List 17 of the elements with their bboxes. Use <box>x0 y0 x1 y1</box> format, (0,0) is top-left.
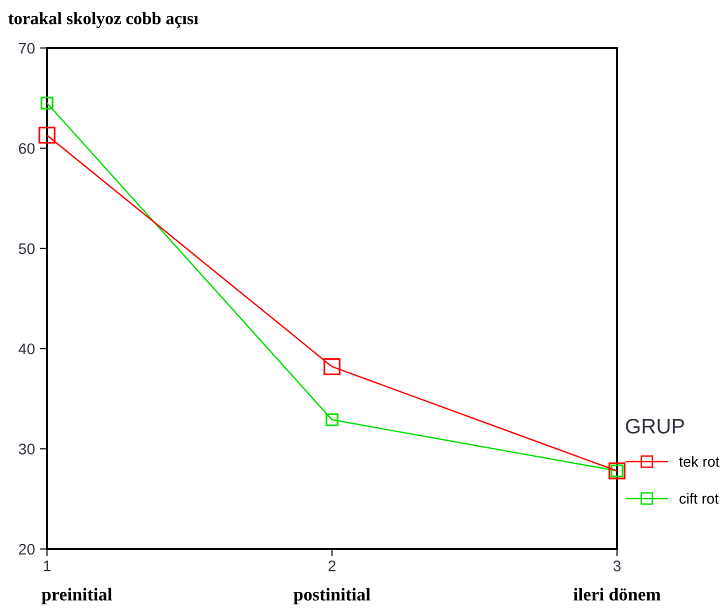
y-tick-label: 40 <box>18 343 35 354</box>
point <box>324 358 340 376</box>
x-tick-label: 2 postinitial <box>294 560 370 604</box>
x-tick-label: 1 preinitial <box>42 560 112 604</box>
point <box>40 96 54 110</box>
legend-title: GRUP <box>626 418 684 434</box>
legend-label: cift rot <box>680 493 719 504</box>
y-axis-title: torakal skolyoz cobb açısı <box>8 12 198 28</box>
point <box>326 413 338 426</box>
y-tick-label: 60 <box>18 143 35 154</box>
legend-label: tek rot <box>679 456 720 467</box>
point <box>38 126 56 144</box>
y-tick-label: 50 <box>18 243 35 254</box>
y-tick-label: 70 <box>18 42 35 54</box>
y-tick-label: 30 <box>18 444 35 454</box>
y-tick-label: 20 <box>18 544 35 555</box>
x-tick-label: 3 ileri dönem <box>574 560 661 601</box>
